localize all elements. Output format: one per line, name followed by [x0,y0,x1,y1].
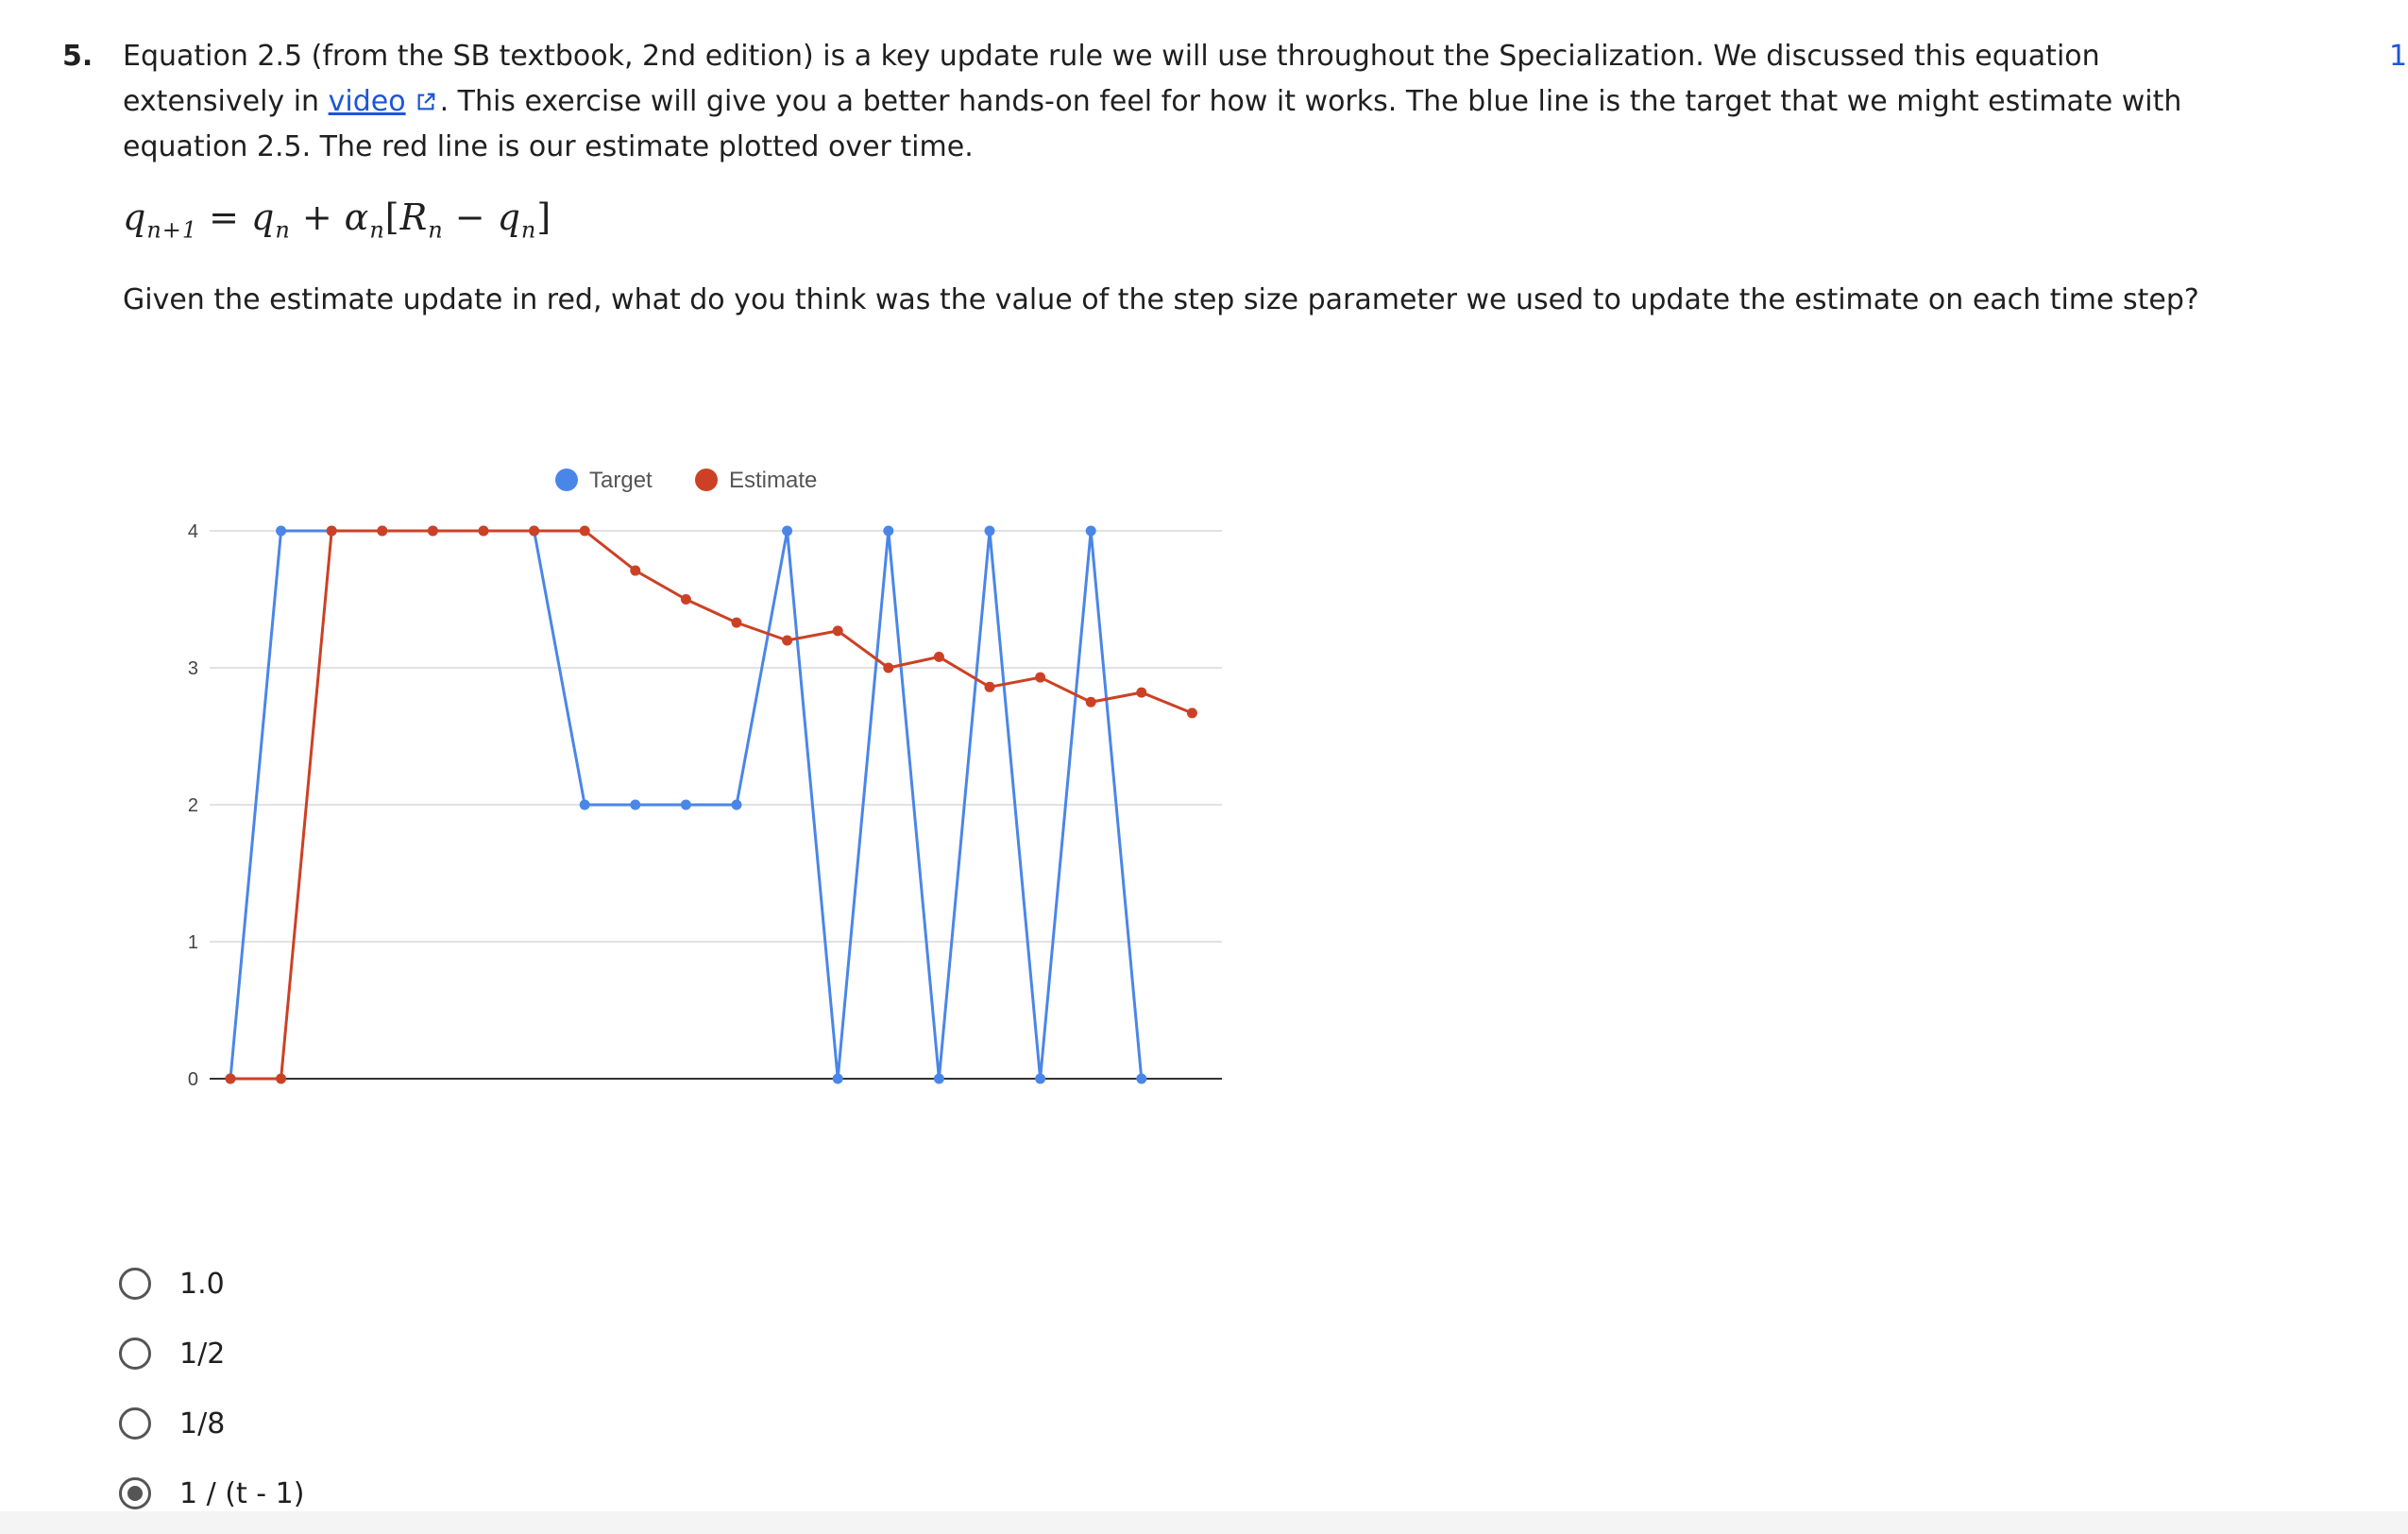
option-label: 1/2 [179,1337,226,1371]
question-number: 5. [62,40,93,73]
data-point [731,617,742,628]
data-point [984,681,995,692]
question-points: 1 [2389,40,2408,73]
y-tick-label: 2 [188,795,198,816]
radio-button[interactable] [119,1268,151,1300]
video-link[interactable]: video [328,85,406,118]
data-point [1136,1073,1147,1084]
legend-label: Target [589,468,653,493]
data-point [579,525,590,537]
data-point [478,525,489,537]
data-point [377,525,388,537]
data-point [782,525,793,537]
page-footer-band [0,1511,2408,1534]
chart-legend: Target Estimate [555,468,817,493]
data-point [933,1073,944,1084]
radio-button[interactable] [119,1407,151,1440]
y-tick-label: 0 [188,1069,198,1090]
line-chart: Target Estimate 0 1 2 3 4 [188,468,1222,1090]
data-point [1136,687,1147,698]
series-line [230,529,1193,1081]
data-point [832,1073,843,1084]
y-tick-label: 4 [188,521,198,542]
option-4[interactable]: 1 / (t - 1) [119,1458,304,1528]
question-text-part-2: . This exercise will give you a better h… [123,85,2182,163]
data-point [326,525,337,537]
data-point [731,799,742,810]
data-point [832,625,843,637]
option-label: 1/8 [179,1406,226,1440]
answer-options: 1.0 1/2 1/8 1 / (t - 1) [119,1249,304,1528]
data-point [579,799,590,810]
radio-button[interactable] [119,1477,151,1509]
option-3[interactable]: 1/8 [119,1389,304,1458]
data-point [1035,672,1046,683]
data-point [225,1073,236,1084]
data-point [782,635,793,646]
series-estimate [225,525,1197,1084]
data-point [276,1073,287,1084]
data-point [1085,525,1096,537]
data-point [630,565,641,576]
chart-series [225,525,1197,1084]
data-point [276,525,287,537]
y-tick-label: 3 [188,658,198,679]
question-text: Equation 2.5 (from the SB textbook, 2nd … [123,34,2257,170]
legend-marker [695,469,718,491]
data-point [1186,707,1197,719]
question-prompt: Given the estimate update in red, what d… [123,283,2199,316]
option-label: 1 / (t - 1) [179,1476,305,1510]
y-axis-labels: 0 1 2 3 4 [188,521,198,1090]
data-point [630,799,641,810]
legend-label: Estimate [729,468,817,493]
option-2[interactable]: 1/2 [119,1319,304,1389]
data-point [883,662,894,673]
data-point [427,525,438,537]
data-point [1085,696,1096,707]
option-label: 1.0 [179,1267,225,1301]
legend-marker [555,469,578,491]
data-point [529,525,540,537]
data-point [680,594,691,605]
y-tick-label: 1 [188,932,198,953]
external-link-icon[interactable] [415,92,436,112]
update-formula: qn+1 = qn + αn[Rn − qn] [123,196,552,244]
data-point [680,799,691,810]
data-point [984,525,995,537]
question-text-part-1: Equation 2.5 (from the SB textbook, 2nd … [123,40,2100,118]
data-point [883,525,894,537]
option-1[interactable]: 1.0 [119,1249,304,1319]
data-point [933,651,944,662]
radio-button[interactable] [119,1338,151,1370]
data-point [1035,1073,1046,1084]
